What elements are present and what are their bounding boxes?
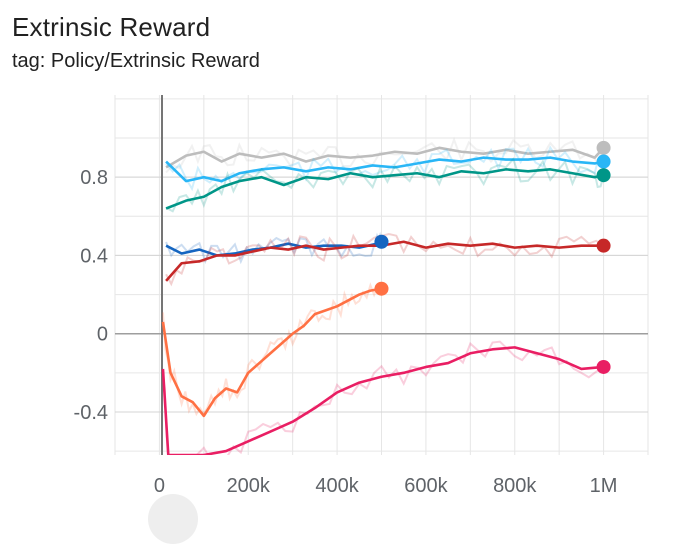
chart-plot: 0.8 0.4 0 -0.4 0 200k 400k 600k 800k 1M	[74, 95, 649, 497]
series-line	[165, 146, 605, 169]
chart-tag: tag: Policy/Extrinsic Reward	[12, 50, 260, 72]
series-raw-line	[161, 340, 605, 455]
x-tick-label: 800k	[493, 475, 537, 497]
x-tick-label: 600k	[404, 475, 448, 497]
series-end-marker	[596, 154, 611, 169]
x-tick-label: 400k	[315, 475, 359, 497]
x-tick-label: 1M	[590, 475, 618, 497]
series-line	[165, 168, 604, 210]
series-end-marker	[596, 238, 611, 253]
series-end-markers	[374, 140, 611, 374]
x-tick-label: 200k	[227, 475, 271, 497]
bottom-action-button[interactable]	[148, 494, 198, 544]
tick-labels: 0.8 0.4 0 -0.4 0 200k 400k 600k 800k 1M	[74, 167, 618, 497]
y-tick-label: -0.4	[74, 402, 108, 424]
series-raw-line	[161, 282, 383, 417]
series-end-marker	[596, 140, 611, 155]
series-end-marker	[374, 281, 389, 296]
y-tick-label: 0	[97, 324, 108, 346]
series-raw-line	[165, 231, 383, 265]
series-line	[165, 240, 604, 282]
series-end-marker	[374, 234, 389, 249]
series-line	[165, 156, 604, 183]
series-end-marker	[596, 168, 611, 183]
series-end-marker	[596, 359, 611, 374]
grid	[114, 95, 649, 455]
x-tick-label: 0	[154, 475, 165, 497]
y-tick-label: 0.4	[80, 245, 108, 267]
series-group	[161, 136, 605, 455]
series-line	[161, 346, 604, 455]
series-line	[161, 287, 382, 418]
chart-title: Extrinsic Reward	[12, 12, 211, 42]
y-tick-label: 0.8	[80, 167, 108, 189]
series-raw-line	[165, 145, 605, 192]
